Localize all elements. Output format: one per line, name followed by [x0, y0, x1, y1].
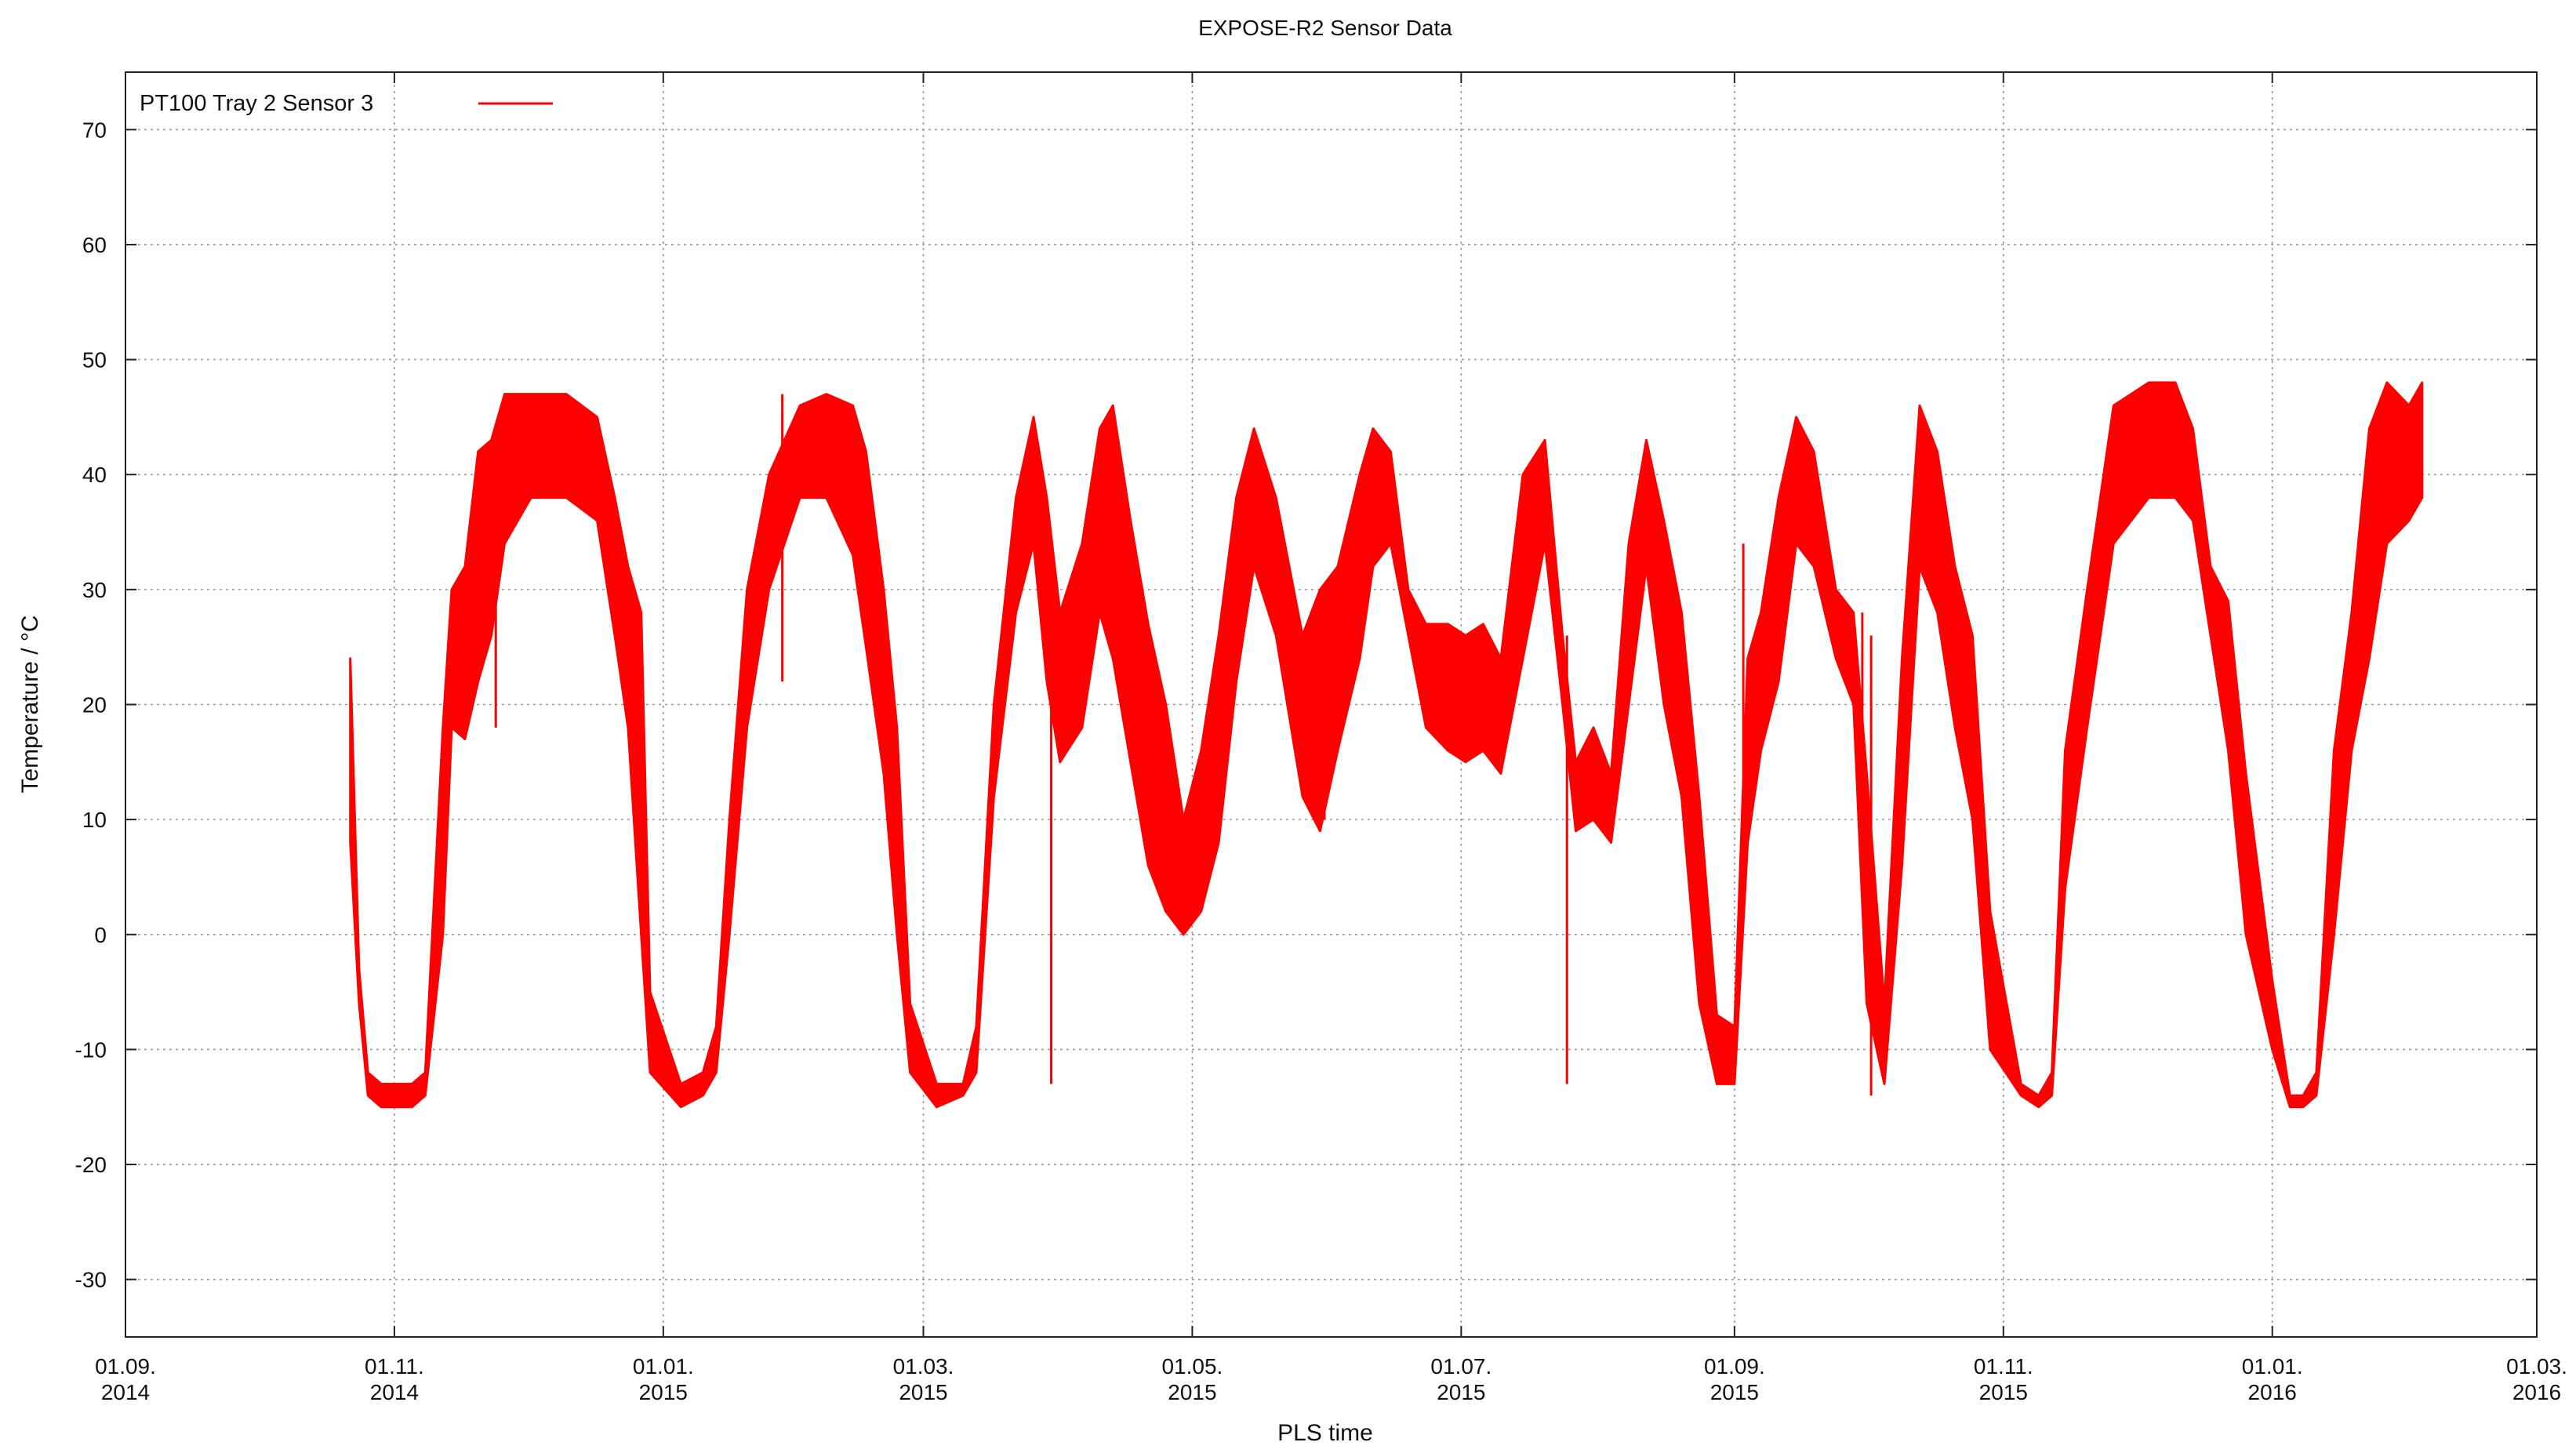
x-tick-label: 01.01.: [633, 1354, 694, 1379]
x-tick-label: 2015: [639, 1380, 688, 1404]
x-tick-label: 01.05.: [1161, 1354, 1223, 1379]
y-axis-label: Temperature / °C: [17, 615, 43, 793]
x-tick-label: 01.01.: [2242, 1354, 2303, 1379]
y-tick-label: -30: [75, 1268, 107, 1292]
x-tick-label: 2015: [1710, 1380, 1759, 1404]
x-tick-label: 01.09.: [95, 1354, 156, 1379]
x-tick-label: 01.07.: [1430, 1354, 1491, 1379]
y-tick-label: 70: [82, 118, 107, 142]
series-layer: [349, 381, 2424, 1109]
y-tick-label: 30: [82, 578, 107, 602]
x-tick-label: 2015: [899, 1380, 947, 1404]
chart-title: EXPOSE-R2 Sensor Data: [1198, 16, 1452, 40]
x-tick-label: 2016: [2248, 1380, 2297, 1404]
y-axis-ticks: -30 -20 -10 0 10 20 30 40 50 60 70: [75, 118, 2537, 1292]
x-axis-ticks: 01.09.201401.11.201401.01.201501.03.2015…: [95, 72, 2567, 1404]
x-tick-label: 01.11.: [1974, 1354, 2033, 1379]
legend: PT100 Tray 2 Sensor 3: [140, 91, 553, 116]
y-tick-label: 50: [82, 348, 107, 372]
y-tick-label: -20: [75, 1153, 107, 1177]
y-tick-label: 40: [82, 463, 107, 487]
x-tick-label: 2014: [101, 1380, 150, 1404]
y-tick-label: 20: [82, 693, 107, 717]
y-tick-label: 10: [82, 808, 107, 832]
x-tick-label: 01.03.: [893, 1354, 954, 1379]
x-axis-label: PLS time: [1277, 1420, 1373, 1446]
x-tick-label: 2014: [370, 1380, 419, 1404]
x-tick-label: 2015: [1168, 1380, 1216, 1404]
x-tick-label: 2015: [1979, 1380, 2028, 1404]
legend-label: PT100 Tray 2 Sensor 3: [140, 91, 373, 116]
x-tick-label: 2016: [2512, 1380, 2561, 1404]
y-tick-label: 60: [82, 233, 107, 257]
x-tick-label: 2015: [1437, 1380, 1485, 1404]
x-tick-label: 01.09.: [1704, 1354, 1765, 1379]
x-tick-label: 01.11.: [365, 1354, 424, 1379]
y-tick-label: -10: [75, 1037, 107, 1062]
x-tick-label: 01.03.: [2506, 1354, 2567, 1379]
series-band: [349, 381, 2424, 1109]
y-tick-label: 0: [94, 923, 107, 947]
